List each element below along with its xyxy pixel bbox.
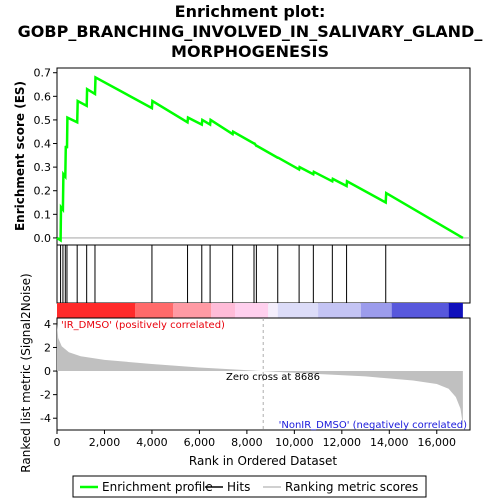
title-line-2: GOBP_BRANCHING_INVOLVED_IN_SALIVARY_GLAN…: [17, 22, 483, 41]
legend-metric-label: Ranking metric scores: [285, 480, 418, 494]
metric-y-axis-label: Ranked list metric (Signal2Noise): [19, 273, 33, 472]
color-bar-segment: [235, 303, 269, 318]
color-bar-segment: [318, 303, 361, 318]
enrichment-profile-line: [56, 75, 464, 243]
chart-title: Enrichment plot: GOBP_BRANCHING_INVOLVED…: [0, 2, 500, 62]
es-y-ticks: 0.0 0.1 0.2 0.3 0.4 0.5 0.6 0.7: [34, 67, 57, 245]
enrichment-plot-frame: [56, 67, 471, 246]
x-tick-label: 10,000: [275, 436, 314, 449]
x-tick-label: 6,000: [184, 436, 216, 449]
hits-panel: [56, 244, 471, 304]
x-tick-label: 4,000: [136, 436, 168, 449]
color-bar-segment: [268, 303, 278, 318]
color-bar-segment: [391, 303, 449, 318]
enrichment-panel: 0.0 0.1 0.2 0.3 0.4 0.5 0.6 0.7 Enrichment scor…: [13, 67, 471, 246]
es-y-tick-label: 0.7: [34, 67, 52, 80]
color-bar-segment: [448, 303, 463, 318]
metric-y-ticks: 4 2 0 -2 -4: [40, 318, 57, 425]
legend: Enrichment profile Hits Ranking metric s…: [72, 475, 427, 498]
es-y-tick-label: 0.3: [34, 161, 52, 174]
positive-correlation-label: 'IR_DMSO' (positively correlated): [61, 320, 225, 331]
es-y-tick-label: 0.2: [34, 185, 52, 198]
legend-enrichment-label: Enrichment profile: [102, 480, 213, 494]
x-tick-label: 0: [54, 436, 61, 449]
hits-plot-frame: [56, 244, 471, 304]
color-bar-segment: [57, 303, 136, 318]
x-tick-label: 16,000: [418, 436, 457, 449]
es-y-tick-label: 0.1: [34, 208, 52, 221]
color-bar-segment: [173, 303, 212, 318]
metric-y-tick-label: -4: [40, 412, 51, 425]
x-tick-label: 14,000: [370, 436, 409, 449]
zero-cross-label: Zero cross at 8686: [226, 372, 320, 383]
legend-frame: [72, 475, 427, 498]
metric-x-ticks: 0 2,000 4,000 6,000 8,000 10,000 12,000 14,000 1…: [54, 430, 457, 449]
title-line-1: Enrichment plot:: [174, 2, 326, 21]
es-y-tick-label: 0.0: [34, 232, 52, 245]
es-y-axis-label: Enrichment score (ES): [13, 81, 27, 231]
negative-correlation-label: 'NonIR_DMSO' (negatively correlated): [279, 420, 467, 431]
x-tick-label: 2,000: [89, 436, 121, 449]
x-tick-label: 12,000: [323, 436, 362, 449]
hit-lines: [60, 245, 387, 303]
ranked-metric-panel: 4 2 0 -2 -4 0 2,000 4,000 6,000 8,000 10,000 12,00…: [19, 273, 471, 473]
color-bar-segment: [277, 303, 319, 318]
rank-color-bar: [57, 303, 463, 318]
es-y-tick-label: 0.4: [34, 138, 52, 151]
es-y-tick-label: 0.6: [34, 90, 52, 103]
x-tick-label: 8,000: [231, 436, 263, 449]
color-bar-segment: [211, 303, 236, 318]
title-line-3: MORPHOGENESIS: [171, 42, 329, 61]
color-bar-segment: [135, 303, 174, 318]
metric-y-tick-label: 4: [44, 318, 51, 331]
metric-y-tick-label: 0: [44, 365, 51, 378]
x-axis-label: Rank in Ordered Dataset: [189, 454, 337, 468]
es-y-tick-label: 0.5: [34, 114, 52, 127]
metric-y-tick-label: -2: [40, 389, 51, 402]
color-bar-segment: [360, 303, 392, 318]
metric-area: [57, 323, 463, 426]
metric-y-tick-label: 2: [44, 341, 51, 354]
legend-hits-label: Hits: [227, 480, 250, 494]
